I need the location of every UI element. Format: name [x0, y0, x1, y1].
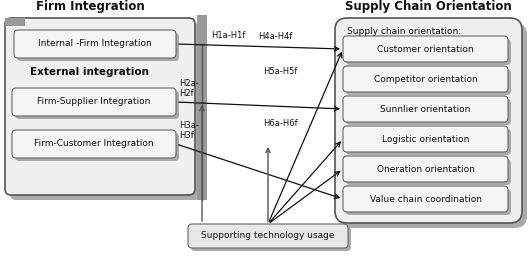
Text: H5a-H5f: H5a-H5f: [263, 67, 297, 76]
Text: Supply Chain Orientation: Supply Chain Orientation: [345, 0, 512, 13]
Text: Oneration orientation: Oneration orientation: [376, 165, 474, 173]
Bar: [197, 15, 207, 200]
FancyBboxPatch shape: [346, 189, 511, 215]
FancyBboxPatch shape: [343, 186, 508, 212]
FancyBboxPatch shape: [191, 227, 351, 251]
FancyBboxPatch shape: [340, 23, 527, 228]
FancyBboxPatch shape: [188, 224, 348, 248]
FancyBboxPatch shape: [346, 129, 511, 155]
Text: Sunnlier orientation: Sunnlier orientation: [381, 104, 471, 114]
FancyBboxPatch shape: [343, 126, 508, 152]
FancyBboxPatch shape: [346, 39, 511, 65]
Text: H1a-H1f: H1a-H1f: [211, 31, 245, 40]
FancyBboxPatch shape: [346, 99, 511, 125]
Text: Value chain coordination: Value chain coordination: [369, 195, 481, 204]
Text: Internal -Firm Integration: Internal -Firm Integration: [38, 39, 152, 49]
Text: Firm-Customer Integration: Firm-Customer Integration: [34, 140, 154, 149]
FancyBboxPatch shape: [346, 69, 511, 95]
FancyBboxPatch shape: [343, 156, 508, 182]
Text: Customer orientation: Customer orientation: [377, 44, 474, 53]
FancyBboxPatch shape: [5, 18, 195, 195]
Text: H2a-
H2f: H2a- H2f: [179, 79, 199, 98]
FancyBboxPatch shape: [14, 30, 176, 58]
FancyBboxPatch shape: [15, 91, 179, 119]
FancyBboxPatch shape: [12, 130, 176, 158]
FancyBboxPatch shape: [15, 133, 179, 161]
Text: Competitor orientation: Competitor orientation: [374, 75, 478, 84]
FancyBboxPatch shape: [343, 96, 508, 122]
Text: H6a-H6f: H6a-H6f: [263, 119, 298, 128]
Text: Supporting technology usage: Supporting technology usage: [201, 231, 335, 240]
Text: Logistic orientation: Logistic orientation: [382, 134, 469, 143]
FancyBboxPatch shape: [343, 66, 508, 92]
Text: H3a-
H3f: H3a- H3f: [179, 120, 199, 140]
Text: Firm Integration: Firm Integration: [36, 0, 144, 13]
Text: H4a-H4f: H4a-H4f: [258, 32, 293, 41]
FancyBboxPatch shape: [10, 23, 200, 200]
FancyBboxPatch shape: [12, 88, 176, 116]
Text: External integration: External integration: [31, 67, 149, 77]
Bar: [5, 18, 25, 26]
FancyBboxPatch shape: [346, 159, 511, 185]
FancyBboxPatch shape: [17, 33, 179, 61]
FancyBboxPatch shape: [335, 18, 522, 223]
Text: Firm-Supplier Integration: Firm-Supplier Integration: [37, 98, 151, 107]
Text: Supply chain orientation:: Supply chain orientation:: [347, 28, 461, 36]
FancyBboxPatch shape: [343, 36, 508, 62]
